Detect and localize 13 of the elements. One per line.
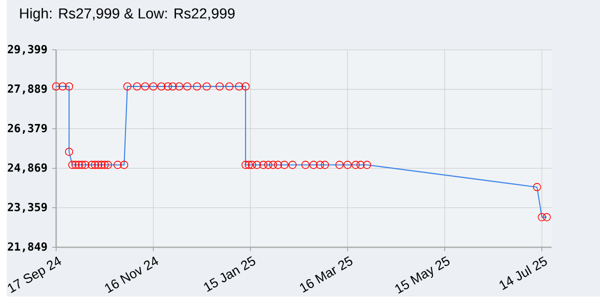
x-tick-label: 15 Jan 25	[204, 256, 256, 292]
chart-title: High: Rs27,999 & Low: Rs22,999	[20, 8, 235, 22]
y-tick-label: 23,359	[8, 203, 47, 213]
x-tick-label: 15 May 25	[395, 256, 450, 294]
x-tick-label: 16 Mar 25	[300, 256, 352, 293]
y-tick-label: 24,869	[8, 164, 47, 174]
x-tick-label: 14 Jul 25	[499, 256, 547, 290]
y-tick-label: 21,849	[8, 242, 47, 252]
y-tick-label: 27,889	[8, 84, 47, 94]
y-tick-label: 26,379	[8, 124, 47, 134]
x-tick-label: 16 Nov 24	[105, 256, 158, 294]
x-tick-label: 17 Sep 24	[8, 256, 62, 294]
y-tick-label: 29,399	[8, 45, 47, 56]
